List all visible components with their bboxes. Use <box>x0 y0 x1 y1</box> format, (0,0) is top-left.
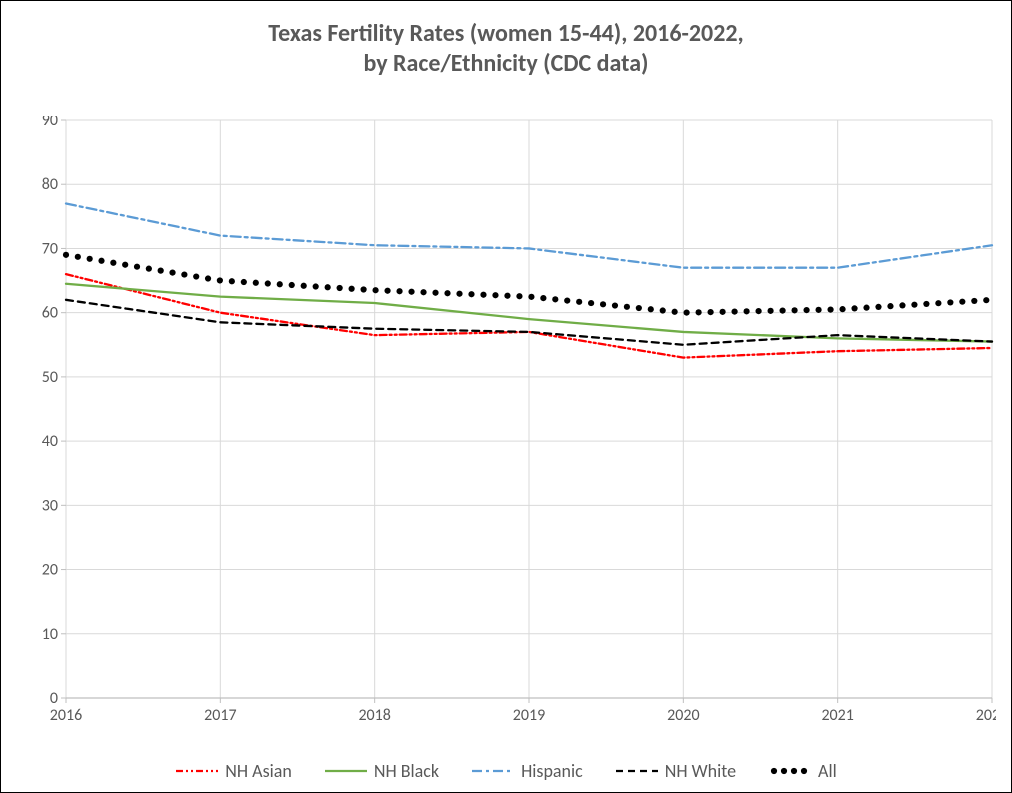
chart-svg: 0102030405060708090201620172018201920202… <box>36 116 996 726</box>
svg-text:70: 70 <box>42 239 58 258</box>
legend-label: NH White <box>665 760 736 782</box>
legend-item: NH Black <box>324 760 439 782</box>
chart-title-line2: by Race/Ethnicity (CDC data) <box>1 49 1011 79</box>
svg-text:2017: 2017 <box>204 706 236 725</box>
legend-swatch <box>324 761 368 781</box>
chart-title: Texas Fertility Rates (women 15-44), 201… <box>1 19 1011 79</box>
legend-item: NH White <box>615 760 736 782</box>
legend: NH Asian NH Black Hispanic NH White All <box>1 760 1011 786</box>
svg-text:80: 80 <box>42 175 58 194</box>
svg-text:2016: 2016 <box>50 706 82 725</box>
plot-area: 0102030405060708090201620172018201920202… <box>36 116 996 726</box>
svg-text:50: 50 <box>42 368 58 387</box>
svg-text:2019: 2019 <box>513 706 545 725</box>
legend-label: NH Black <box>374 760 439 782</box>
legend-label: Hispanic <box>521 760 583 782</box>
legend-swatch <box>175 761 219 781</box>
chart-container: Texas Fertility Rates (women 15-44), 201… <box>0 0 1012 793</box>
chart-title-line1: Texas Fertility Rates (women 15-44), 201… <box>1 19 1011 49</box>
svg-text:90: 90 <box>42 116 58 130</box>
legend-swatch <box>768 761 812 781</box>
legend-item: All <box>768 760 837 782</box>
legend-swatch <box>615 761 659 781</box>
svg-text:60: 60 <box>42 304 58 323</box>
legend-swatch <box>471 761 515 781</box>
legend-label: NH Asian <box>225 760 292 782</box>
svg-text:10: 10 <box>42 625 58 644</box>
svg-text:2022: 2022 <box>976 706 996 725</box>
legend-label: All <box>818 760 837 782</box>
svg-text:2021: 2021 <box>821 706 853 725</box>
legend-item: NH Asian <box>175 760 292 782</box>
svg-text:40: 40 <box>42 432 58 451</box>
svg-text:20: 20 <box>42 561 58 580</box>
svg-text:2020: 2020 <box>667 706 699 725</box>
svg-text:30: 30 <box>42 496 58 515</box>
svg-text:2018: 2018 <box>358 706 390 725</box>
legend-item: Hispanic <box>471 760 583 782</box>
